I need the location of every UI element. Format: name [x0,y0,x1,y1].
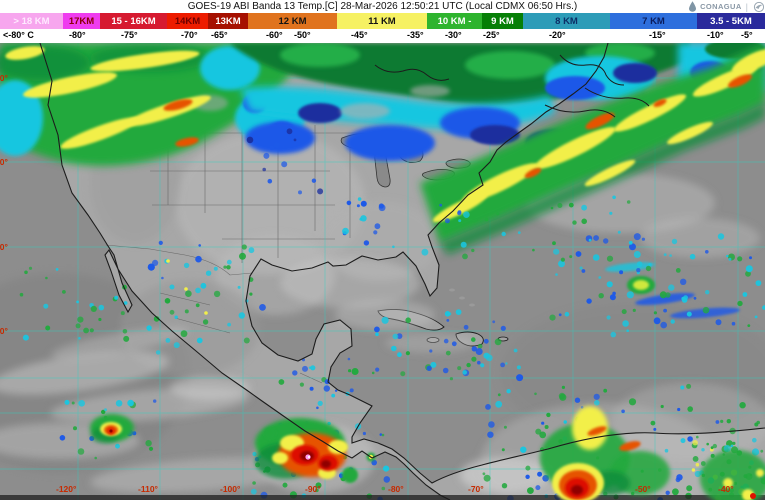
temp-tick-label: -20° [549,30,566,40]
itcz-convection [540,406,765,500]
satellite-imagery: 40° 30° 20° 10° -120° -110° -100° -90° -80° -70° -… [0,43,765,500]
temp-tick-label: -70° [181,30,198,40]
lat-label: 20° [0,242,8,252]
header-bar: GOES-19 ABI Banda 13 Temp.[C] 28-Mar-202… [0,0,765,13]
temp-tick-label: -30° [445,30,462,40]
temp-tick-label: <-80° C [3,30,34,40]
temp-tick-label: -75° [121,30,138,40]
temp-tick-label: -15° [649,30,666,40]
logo-group: CONAGUA | [689,0,764,13]
scale-segment: 15 - 16KM [100,13,167,29]
temp-tick-label: -10° [707,30,724,40]
lon-label: -120° [56,484,77,494]
scale-segment: 14KM [167,13,208,29]
image-title: GOES-19 ABI Banda 13 Temp.[C] 28-Mar-202… [187,1,578,12]
lon-label: -80° [388,484,404,494]
scale-segment: 13KM [208,13,248,29]
temp-tick-label: -65° [211,30,228,40]
temp-tick-label: -45° [351,30,368,40]
temp-tick-label: -25° [483,30,500,40]
lon-label: -70° [468,484,484,494]
jet-stream-band [420,43,765,255]
conagua-logo-text: CONAGUA [700,2,742,11]
lon-label: -90° [305,484,321,494]
grid-labels: 40° 30° 20° 10° -120° -110° -100° -90° -80° -70° -… [0,73,734,494]
temp-tick-label: -50° [294,30,311,40]
altitude-color-scale: > 18 KM 17KM 15 - 16KM 14KM 13KM 12 KM 11 KM 10… [0,13,765,29]
satellite-map: 40° 30° 20° 10° -120° -110° -100° -90° -80° -70° -… [0,43,765,500]
temp-tick-label: -5° [741,30,753,40]
temp-tick-label: -35° [407,30,424,40]
scale-segment: 11 KM [337,13,427,29]
agency-emblem-icon [753,1,764,12]
water-drop-icon [689,1,697,12]
lat-label: 30° [0,157,8,167]
scale-segment: 12 KM [248,13,337,29]
scale-segment: 8 KM [523,13,610,29]
lat-label: 40° [0,73,8,83]
storm-bottom-center [255,418,376,483]
lon-label: -100° [220,484,241,494]
scan-edge [0,495,765,500]
scale-segment: 7 KM [610,13,697,29]
scale-segment: 17KM [63,13,100,29]
temperature-scale: <-80° C -80° -75° -70° -65° -60° -50° -45° -35° -… [0,29,765,43]
scale-segment: 10 KM - [427,13,482,29]
lon-label: -50° [635,484,651,494]
temp-tick-label: -60° [266,30,283,40]
scattered-convection-speckles [19,128,765,500]
scale-segment: > 18 KM [0,13,63,29]
logo-divider: | [745,1,748,12]
storm-cell-pacific-sw [90,414,134,443]
scale-segment: 9 KM [482,13,523,29]
coastline [39,43,765,500]
lat-label: 10° [0,326,8,336]
lon-label: -40° [718,484,734,494]
scale-segment: 3.5 - 5KM [697,13,765,29]
lon-label: -110° [138,484,159,494]
temp-tick-label: -80° [69,30,86,40]
